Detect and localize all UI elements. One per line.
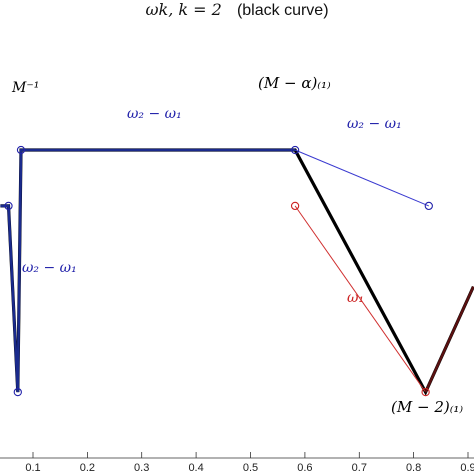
x-tick-label: 0.1 <box>25 462 40 474</box>
chart-annotation: ω₂ − ω₁ <box>127 106 182 122</box>
x-tick-label: 0.2 <box>80 462 95 474</box>
chart-title: ωk, k = 2 (black curve) <box>145 0 328 19</box>
annotation-layer: M⁻¹ ω₂ − ω₁ (M − α)₍₁₎ ω₂ − ω₁ ω₂ − ω₁ ω₁ (M −… <box>11 74 463 416</box>
series-line-3 <box>294 205 427 393</box>
data-point-marker <box>290 201 300 211</box>
chart-annotation: (M − α)₍₁₎ <box>258 74 331 92</box>
chart-title-suffix: (black curve) <box>237 2 329 19</box>
x-tick-label: 0.6 <box>297 462 312 474</box>
marker-layer <box>4 145 433 397</box>
series-line-2 <box>294 149 429 207</box>
chart-title-math: ωk, k = 2 <box>145 0 221 19</box>
chart-annotation: ω₁ <box>347 290 364 306</box>
series-layer <box>0 148 474 396</box>
data-point-marker <box>421 387 430 397</box>
data-point-marker <box>16 145 26 155</box>
chart-annotation: ω₂ − ω₁ <box>22 260 77 276</box>
x-tick-label: 0.5 <box>243 462 258 474</box>
data-point-marker <box>424 201 433 211</box>
x-tick-label: 0.7 <box>352 462 367 474</box>
series-line-4 <box>424 286 474 393</box>
x-tick-layer: 0.1 0.2 0.3 0.4 0.5 0.6 0.7 0.8 0.9 <box>25 452 474 474</box>
chart-annotation: M⁻¹ <box>11 80 39 96</box>
data-point-marker <box>13 387 22 397</box>
data-point-marker <box>4 201 13 211</box>
x-tick-label: 0.3 <box>134 462 149 474</box>
chart-annotation: ω₂ − ω₁ <box>347 116 402 132</box>
data-point-marker <box>290 145 300 155</box>
series-line-1 <box>0 148 296 393</box>
x-tick-label: 0.8 <box>406 462 421 474</box>
chart-annotation: (M − 2)₍₁₎ <box>391 398 463 416</box>
x-tick-label: 0.9 <box>460 462 474 474</box>
x-tick-label: 0.4 <box>188 462 203 474</box>
